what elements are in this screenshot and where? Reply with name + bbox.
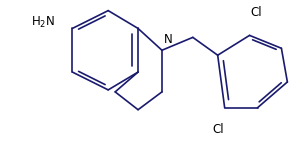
Text: Cl: Cl: [251, 6, 262, 19]
Text: H$_2$N: H$_2$N: [31, 15, 55, 30]
Text: Cl: Cl: [212, 123, 224, 136]
Text: N: N: [164, 33, 173, 46]
